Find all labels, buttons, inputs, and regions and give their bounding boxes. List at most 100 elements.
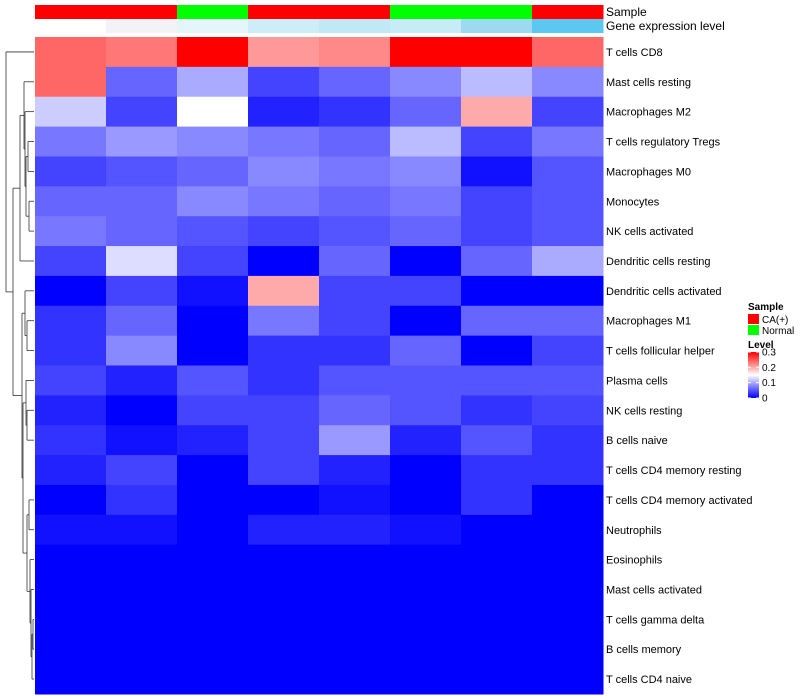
heatmap-cell <box>319 634 391 665</box>
heatmap-cell <box>319 305 391 337</box>
heatmap-cell <box>461 664 533 695</box>
heatmap-cell <box>390 305 462 337</box>
row-label: Mast cells resting <box>606 77 691 89</box>
heatmap-cell <box>248 66 320 98</box>
annotation-label: Sample <box>606 5 647 19</box>
annotation-cell <box>319 5 391 19</box>
heatmap-cell <box>177 365 249 396</box>
heatmap-cell <box>177 514 249 546</box>
heatmap-cell <box>248 664 320 695</box>
heatmap-cell <box>532 604 604 635</box>
heatmap-cells <box>35 37 604 695</box>
heatmap-cell <box>35 246 107 277</box>
heatmap-cell <box>461 156 533 187</box>
heatmap-cell <box>461 484 533 516</box>
heatmap-cell <box>35 96 107 128</box>
heatmap-cell <box>106 216 178 247</box>
row-label: Dendritic cells resting <box>606 256 711 268</box>
annotation-cell <box>177 5 249 19</box>
heatmap-cell <box>106 246 178 277</box>
heatmap-cell <box>106 335 178 366</box>
heatmap-cell <box>461 96 533 128</box>
legend-label-normal: Normal <box>762 326 794 337</box>
heatmap-cell <box>390 634 462 665</box>
heatmap-cell <box>106 66 178 98</box>
heatmap-cell <box>532 335 604 366</box>
heatmap-cell <box>319 335 391 366</box>
heatmap-cell <box>319 126 391 157</box>
heatmap-cell <box>461 216 533 247</box>
heatmap-cell <box>390 574 462 605</box>
annotation-cell <box>106 19 178 33</box>
annotation-cell <box>461 5 533 19</box>
heatmap-cell <box>532 514 604 546</box>
row-label: Neutrophils <box>606 525 662 537</box>
heatmap-cell <box>461 37 533 68</box>
heatmap-cell <box>532 455 604 486</box>
heatmap-cell <box>461 425 533 456</box>
annotation-cell <box>390 19 462 33</box>
heatmap-cell <box>106 455 178 486</box>
level-tick-label: 0 <box>762 394 768 405</box>
heatmap-cell <box>35 66 107 98</box>
heatmap-cell <box>390 365 462 396</box>
heatmap-cell <box>461 186 533 217</box>
heatmap-cell <box>461 275 533 307</box>
heatmap-cell <box>35 455 107 486</box>
annotation-cell <box>532 5 604 19</box>
heatmap-cell <box>461 66 533 98</box>
heatmap-cell <box>106 156 178 187</box>
heatmap-cell <box>106 395 178 426</box>
heatmap-cell <box>248 395 320 426</box>
heatmap-cell <box>461 395 533 426</box>
legend-swatch-normal <box>748 325 759 335</box>
heatmap-cell <box>106 365 178 396</box>
heatmap-cell <box>248 514 320 546</box>
heatmap-cell <box>177 66 249 98</box>
annotation-cell <box>319 19 391 33</box>
heatmap-cell <box>319 37 391 68</box>
heatmap-cell <box>532 96 604 128</box>
heatmap-cell <box>35 425 107 456</box>
heatmap-cell <box>177 425 249 456</box>
heatmap-cell <box>177 96 249 128</box>
row-dendrogram <box>5 51 34 680</box>
heatmap-cell <box>319 544 391 576</box>
heatmap-cell <box>390 96 462 128</box>
row-label: T cells CD8 <box>606 47 663 59</box>
heatmap-cell <box>319 425 391 456</box>
heatmap-cell <box>177 186 249 217</box>
heatmap-cell <box>532 664 604 695</box>
column-annotations <box>35 5 604 33</box>
heatmap-cell <box>461 365 533 396</box>
row-label: T cells regulatory Tregs <box>606 137 721 149</box>
heatmap-cell <box>390 664 462 695</box>
heatmap-cell <box>177 634 249 665</box>
legend-label-ca: CA(+) <box>762 315 788 326</box>
heatmap-cell <box>319 186 391 217</box>
heatmap-cell <box>248 186 320 217</box>
heatmap-cell <box>177 126 249 157</box>
level-color-bar <box>748 352 759 398</box>
annotation-cell <box>35 5 107 19</box>
heatmap-cell <box>106 514 178 546</box>
heatmap-cell <box>35 365 107 396</box>
heatmap-cell <box>461 514 533 546</box>
row-label: T cells CD4 naive <box>606 674 692 686</box>
heatmap-cell <box>35 156 107 187</box>
heatmap-cell <box>319 96 391 128</box>
heatmap-cell <box>177 395 249 426</box>
annotation-cell <box>106 5 178 19</box>
heatmap-cell <box>461 126 533 157</box>
heatmap-cell <box>177 484 249 516</box>
row-label: Plasma cells <box>606 375 668 387</box>
row-label: Macrophages M2 <box>606 107 691 119</box>
heatmap-cell <box>177 604 249 635</box>
heatmap-cell <box>35 484 107 516</box>
heatmap-cell <box>248 37 320 68</box>
heatmap-cell <box>319 395 391 426</box>
heatmap-cell <box>390 455 462 486</box>
heatmap-cell <box>532 126 604 157</box>
heatmap-cell <box>106 126 178 157</box>
heatmap-cell <box>248 126 320 157</box>
